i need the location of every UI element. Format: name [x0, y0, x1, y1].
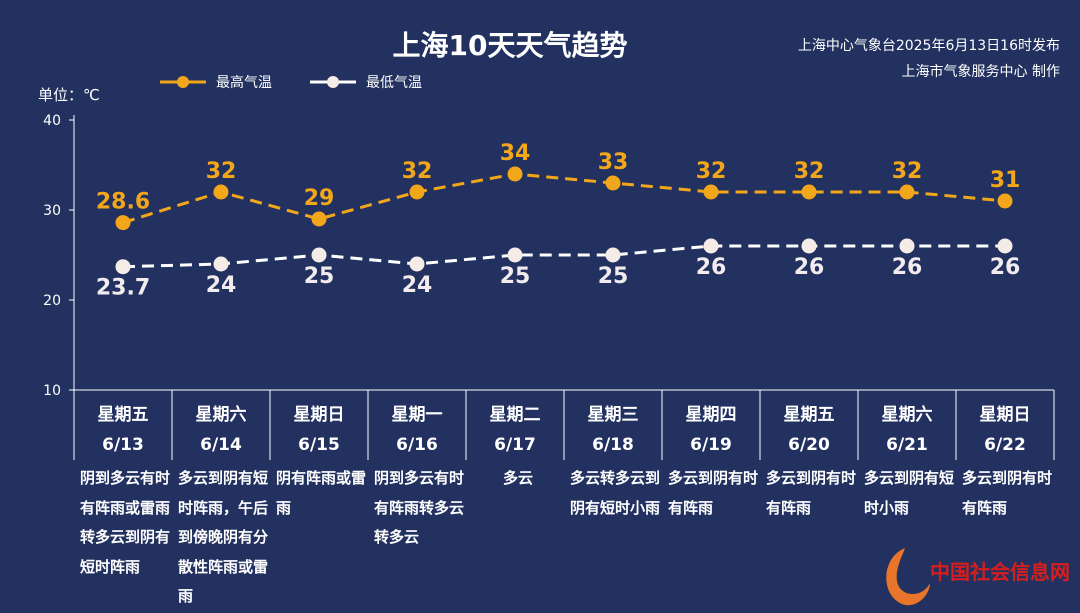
chart-title: 上海10天天气趋势 [392, 29, 628, 62]
day-header: 星期四 6/19 [662, 400, 760, 460]
y-tick-label: 30 [43, 203, 61, 219]
low-temp-point [605, 247, 621, 263]
y-tick-label: 10 [43, 383, 61, 399]
legend-low-marker [310, 76, 356, 88]
high-temp-point [605, 175, 621, 191]
weather-description: 多云到阴有短时小雨 [864, 469, 955, 517]
weather-description: 多云到阴有时有阵雨 [668, 469, 759, 517]
weekday: 星期三 [587, 405, 639, 425]
weekday: 星期日 [293, 405, 345, 425]
high-temp-point [311, 211, 327, 227]
day-header: 星期六 6/21 [858, 400, 956, 460]
weather-description: 阴到多云有时有阵雨转多云转多云 [374, 469, 465, 546]
day-header: 星期日 6/15 [270, 400, 368, 460]
low-temp-label: 24 [402, 273, 433, 298]
legend-low-label: 最低气温 [366, 75, 422, 91]
day-header: 星期一 6/16 [368, 400, 466, 460]
day-header: 星期日 6/22 [956, 400, 1054, 460]
legend-high-label: 最高气温 [216, 75, 272, 91]
low-temp-point [115, 259, 131, 275]
source-maker: 上海市气象服务中心 制作 [901, 64, 1060, 80]
day-header: 星期三 6/18 [564, 400, 662, 460]
weather-description: 多云到阴有时有阵雨 [962, 469, 1053, 517]
high-temp-label: 29 [304, 186, 335, 211]
high-temp-point [899, 184, 915, 200]
low-temp-label: 23.7 [96, 276, 150, 301]
high-temp-point [115, 215, 131, 231]
low-temp-label: 24 [206, 273, 237, 298]
date: 6/14 [200, 435, 242, 455]
svg-text:中国社会信息网: 中国社会信息网 [930, 560, 1070, 584]
day-header: 星期二 6/17 [466, 400, 564, 460]
low-temp-label: 25 [500, 264, 531, 289]
y-tick-label: 40 [43, 113, 61, 129]
date: 6/18 [592, 435, 634, 455]
low-temp-point [311, 247, 327, 263]
high-temp-label: 32 [892, 159, 923, 184]
low-temp-point [899, 238, 915, 254]
high-temp-label: 32 [402, 159, 433, 184]
high-temp-label: 33 [598, 150, 629, 175]
high-temp-label: 28.6 [96, 190, 150, 215]
weekday: 星期六 [195, 405, 247, 425]
high-temp-line [122, 172, 1006, 225]
weather-description: 多云到阴有时有阵雨 [766, 469, 857, 517]
date: 6/21 [886, 435, 928, 455]
weather-description: 多云到阴有短时阵雨，午后到傍晚阴有分散性阵雨或雷雨 [178, 469, 269, 605]
date: 6/15 [298, 435, 340, 455]
low-temp-label: 26 [794, 255, 825, 280]
high-temp-point [801, 184, 817, 200]
date: 6/19 [690, 435, 732, 455]
weekday: 星期二 [489, 405, 541, 425]
weekday: 星期日 [979, 405, 1031, 425]
high-temp-label: 34 [500, 141, 531, 166]
date: 6/20 [788, 435, 830, 455]
low-temp-point [703, 238, 719, 254]
legend-low: 最低气温 [310, 72, 422, 92]
high-temp-point [213, 184, 229, 200]
low-temp-label: 25 [598, 264, 629, 289]
low-temp-point [213, 256, 229, 272]
weather-description: 多云 [502, 469, 533, 487]
day-header: 星期五 6/20 [760, 400, 858, 460]
weekday: 星期五 [783, 405, 835, 425]
high-temp-label: 32 [696, 159, 727, 184]
date: 6/22 [984, 435, 1026, 455]
low-temp-line [122, 244, 1005, 269]
low-temp-label: 26 [696, 255, 727, 280]
high-temp-label: 32 [206, 159, 237, 184]
day-header: 星期六 6/14 [172, 400, 270, 460]
weather-description: 多云转多云到阴有短时小雨 [570, 469, 661, 517]
low-temp-label: 25 [304, 264, 335, 289]
low-temp-point [409, 256, 425, 272]
date: 6/13 [102, 435, 144, 455]
high-temp-label: 31 [990, 168, 1021, 193]
high-temp-point [507, 166, 523, 182]
legend-high: 最高气温 [160, 72, 272, 92]
high-temp-point [703, 184, 719, 200]
date: 6/16 [396, 435, 438, 455]
weekday: 星期六 [881, 405, 933, 425]
weekday: 星期五 [97, 405, 149, 425]
weekday: 星期四 [685, 405, 737, 425]
high-temp-point [997, 193, 1013, 209]
weekday: 星期一 [391, 405, 443, 425]
low-temp-point [801, 238, 817, 254]
weather-description: 阴到多云有时有阵雨或雷雨转多云到阴有短时阵雨 [80, 469, 171, 576]
high-temp-point [409, 184, 425, 200]
low-temp-label: 26 [990, 255, 1021, 280]
high-temp-label: 32 [794, 159, 825, 184]
legend-high-marker [160, 76, 206, 88]
date: 6/17 [494, 435, 536, 455]
day-header: 星期五 6/13 [74, 400, 172, 460]
source-issuer: 上海中心气象台2025年6月13日16时发布 [797, 38, 1060, 54]
unit-label: 单位：℃ [38, 86, 100, 104]
low-temp-point [507, 247, 523, 263]
weather-description: 阴有阵雨或雷雨 [276, 469, 367, 517]
watermark-logo: 中国社会信息网 [886, 548, 1070, 606]
low-temp-point [997, 238, 1013, 254]
low-temp-label: 26 [892, 255, 923, 280]
y-tick-label: 20 [43, 293, 61, 309]
